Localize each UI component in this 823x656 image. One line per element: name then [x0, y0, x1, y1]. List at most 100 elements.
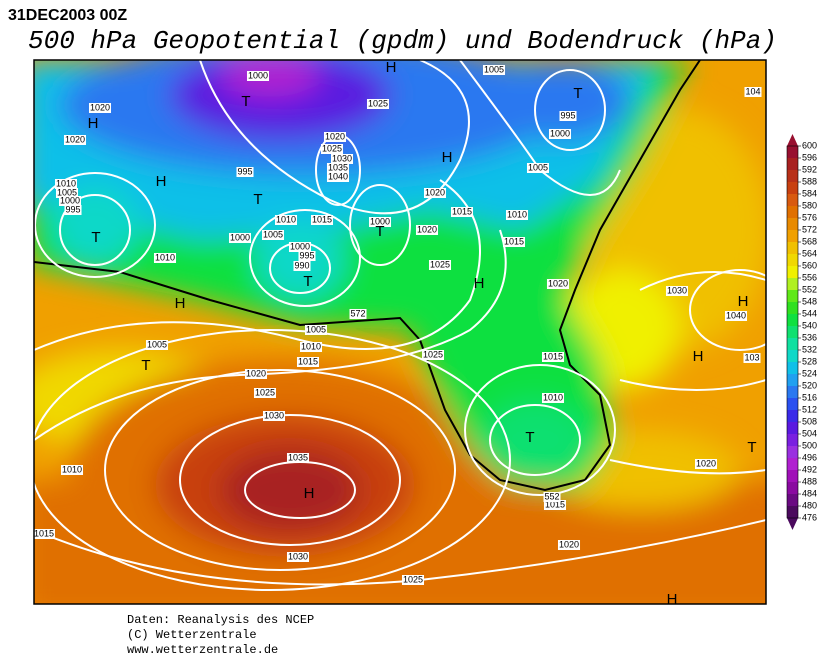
- pressure-center: T: [253, 191, 262, 208]
- pressure-center: H: [474, 275, 485, 292]
- pressure-label-bg: [694, 459, 718, 469]
- colorbar-label: 500: [802, 440, 817, 450]
- colorbar: 476 480 484 488 492 496 500 504 508 512 516 520 524 5…: [786, 134, 817, 530]
- colorbar-band: [787, 206, 798, 218]
- colorbar-label: 596: [802, 152, 817, 162]
- footer-line: www.wetterzentrale.de: [127, 643, 278, 656]
- date: 31DEC2003 00Z: [8, 7, 127, 24]
- pressure-center: H: [304, 485, 315, 502]
- pressure-center: H: [693, 348, 704, 365]
- pressure-label: 1000: [60, 195, 80, 205]
- pressure-label: 1015: [312, 214, 332, 224]
- pressure-center: H: [738, 293, 749, 310]
- pressure-label-bg: [228, 233, 252, 243]
- pressure-label: 1025: [430, 259, 450, 269]
- pressure-label: 1010: [507, 209, 527, 219]
- colorbar-label: 560: [802, 260, 817, 270]
- pressure-center: T: [573, 85, 582, 102]
- colorbar-label: 528: [802, 356, 817, 366]
- pressure-label: 1030: [332, 153, 352, 163]
- pressure-label: 1005: [147, 339, 167, 349]
- colorbar-band: [787, 158, 798, 170]
- pressure-label-bg: [482, 65, 506, 75]
- colorbar-band: [787, 470, 798, 482]
- colorbar-label: 564: [802, 248, 817, 258]
- pressure-label-bg: [724, 311, 748, 321]
- title: 500 hPa Geopotential (gpdm) und Bodendru…: [28, 26, 777, 56]
- colorbar-band: [787, 182, 798, 194]
- pressure-label-bg: [546, 279, 570, 289]
- pressure-center: H: [386, 59, 397, 76]
- pressure-center: T: [303, 273, 312, 290]
- pressure-label-bg: [502, 237, 526, 247]
- pressure-label: 995: [299, 250, 314, 260]
- pressure-label-bg: [286, 552, 310, 562]
- colorbar-label: 536: [802, 332, 817, 342]
- pressure-label: 1040: [328, 171, 348, 181]
- colorbar-label: 556: [802, 272, 817, 282]
- pressure-label: 1025: [255, 387, 275, 397]
- pressure-label: 1030: [667, 285, 687, 295]
- pressure-center: T: [747, 439, 756, 456]
- pressure-label-bg: [299, 342, 323, 352]
- colorbar-label: 544: [802, 308, 817, 318]
- colorbar-label: 540: [802, 320, 817, 330]
- pressure-label-bg: [323, 132, 347, 142]
- pressure-center: T: [141, 357, 150, 374]
- pressure-label: 1040: [726, 310, 746, 320]
- isobars: [34, 60, 766, 591]
- pressure-label: 1020: [425, 187, 445, 197]
- pressure-label: 1015: [34, 528, 54, 538]
- pressure-label-bg: [320, 144, 344, 154]
- pressure-label-bg: [55, 188, 79, 198]
- colorbar-band: [787, 362, 798, 374]
- pressure-label: 1005: [306, 324, 326, 334]
- pressure-center: T: [375, 223, 384, 240]
- map: 1000102010201025100599510001020102510301…: [34, 59, 766, 604]
- pressure-center: H: [442, 149, 453, 166]
- colorbar-band: [787, 242, 798, 254]
- colorbar-label: 492: [802, 464, 817, 474]
- colorbar-label: 520: [802, 380, 817, 390]
- colorbar-label: 592: [802, 164, 817, 174]
- pressure-label-bg: [34, 529, 56, 539]
- map-frame: [33, 59, 767, 605]
- footer: Daten: Reanalysis des NCEP(C) Wetterzent…: [127, 613, 314, 656]
- colorbar-band: [787, 422, 798, 434]
- pressure-label-bg: [60, 465, 84, 475]
- colorbar-band: [787, 302, 798, 314]
- colorbar-label: 572: [802, 224, 817, 234]
- pressure-label-bg: [288, 242, 312, 252]
- pressure-label: 1020: [559, 539, 579, 549]
- pressure-center: H: [175, 295, 186, 312]
- pressure-label: 1010: [62, 464, 82, 474]
- pressure-label-bg: [244, 369, 268, 379]
- pressure-label-bg: [304, 325, 328, 335]
- colorbar-band: [787, 170, 798, 182]
- pressure-label: 1020: [246, 368, 266, 378]
- colorbar-band: [787, 434, 798, 446]
- pressure-label: 1005: [263, 229, 283, 239]
- colorbar-label: 516: [802, 392, 817, 402]
- pressure-label-bg: [286, 453, 310, 463]
- colorbar-bottom-arrow: [787, 518, 798, 530]
- pressure-label-bg: [274, 215, 298, 225]
- colorbar-band: [787, 266, 798, 278]
- colorbar-label: 576: [802, 212, 817, 222]
- pressure-label: 1020: [325, 131, 345, 141]
- pressure-label-bg: [58, 196, 82, 206]
- pressure-label-bg: [543, 500, 567, 510]
- pressure-label: 1010: [543, 392, 563, 402]
- pressure-label-bg: [326, 172, 350, 182]
- colorbar-label: 552: [802, 284, 817, 294]
- colorbar-band: [787, 254, 798, 266]
- pressure-label-bg: [526, 163, 550, 173]
- footer-line: Daten: Reanalysis des NCEP: [127, 613, 314, 627]
- pressure-label: 1020: [417, 224, 437, 234]
- pressure-label-bg: [744, 87, 762, 97]
- colorbar-label: 512: [802, 404, 817, 414]
- pressure-label-bg: [368, 217, 392, 227]
- pressure-label-bg: [298, 251, 316, 261]
- pressure-label: 1025: [368, 98, 388, 108]
